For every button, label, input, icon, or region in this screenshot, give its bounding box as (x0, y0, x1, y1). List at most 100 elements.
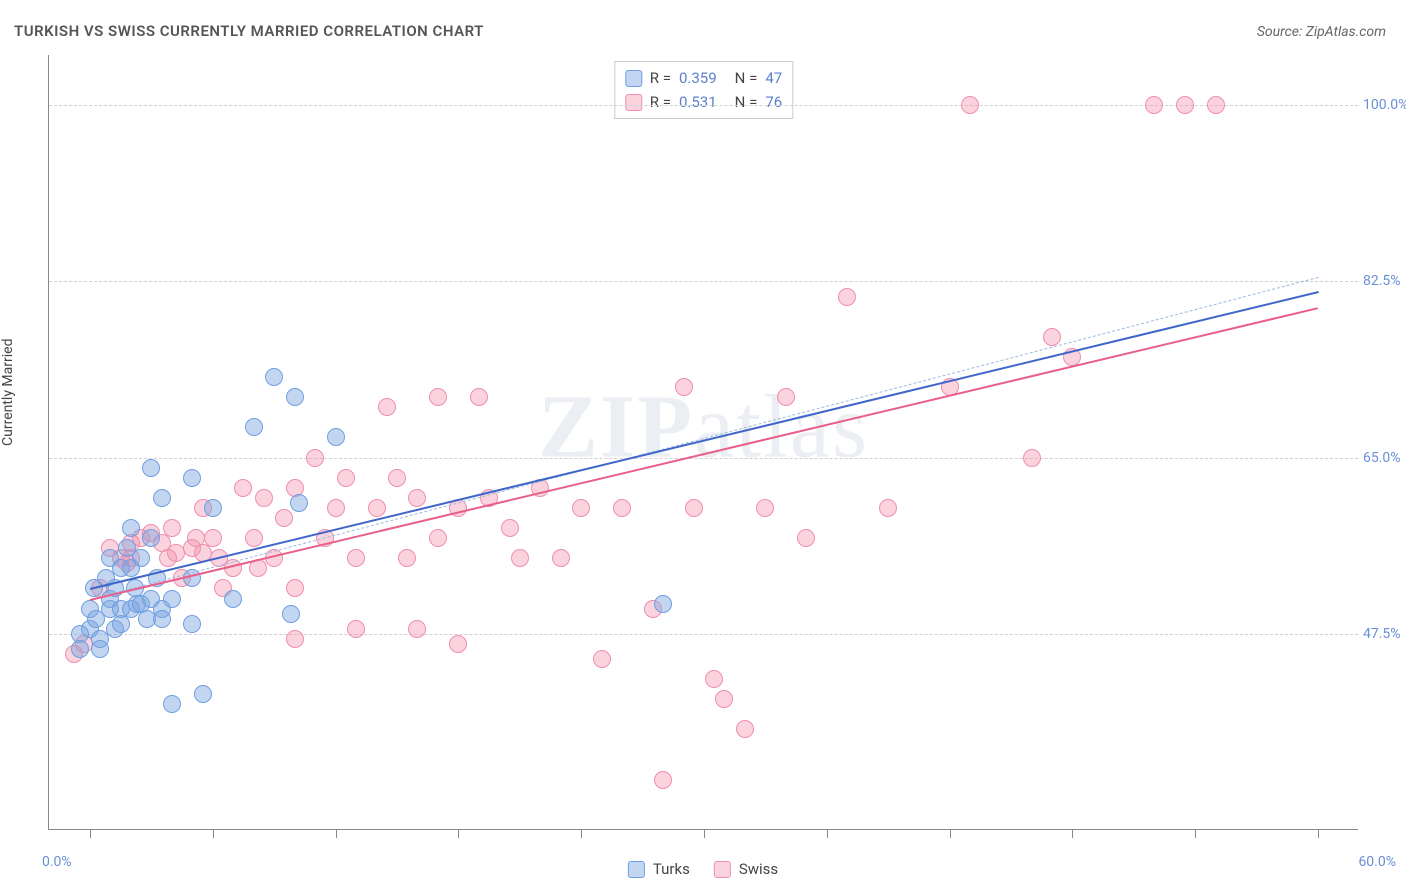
data-point-swiss (429, 529, 447, 547)
n-value-swiss: 76 (765, 90, 782, 114)
series-legend: Turks Swiss (628, 860, 778, 878)
data-point-turks (290, 494, 308, 512)
data-point-swiss (777, 388, 795, 406)
x-tick (336, 829, 337, 838)
trend-line (90, 276, 1318, 599)
data-point-swiss (398, 549, 416, 567)
r-value-swiss: 0.531 (679, 90, 717, 114)
gridline (49, 281, 1358, 282)
legend-label-turks: Turks (653, 860, 690, 878)
y-axis-label: Currently Married (0, 339, 16, 446)
data-point-swiss (1023, 449, 1041, 467)
x-tick (90, 829, 91, 838)
data-point-turks (163, 590, 181, 608)
y-tick-label: 82.5% (1363, 273, 1406, 289)
data-point-swiss (572, 499, 590, 517)
data-point-turks (71, 640, 89, 658)
data-point-turks (282, 605, 300, 623)
data-point-swiss (797, 529, 815, 547)
data-point-swiss (163, 519, 181, 537)
data-point-swiss (388, 469, 406, 487)
data-point-swiss (429, 388, 447, 406)
y-tick-label: 47.5% (1363, 626, 1406, 642)
n-value-turks: 47 (765, 66, 782, 90)
data-point-swiss (286, 579, 304, 597)
x-tick (950, 829, 951, 838)
data-point-turks (654, 595, 672, 613)
swatch-swiss-icon (625, 94, 642, 111)
data-point-swiss (306, 449, 324, 467)
data-point-swiss (1207, 96, 1225, 114)
data-point-turks (204, 499, 222, 517)
data-point-swiss (685, 499, 703, 517)
data-point-swiss (593, 650, 611, 668)
x-tick (458, 829, 459, 838)
data-point-turks (163, 695, 181, 713)
y-tick-label: 65.0% (1363, 450, 1406, 466)
gridline (49, 634, 1358, 635)
data-point-turks (265, 368, 283, 386)
x-axis-start-label: 0.0% (42, 854, 72, 870)
swatch-swiss-icon (714, 861, 731, 878)
data-point-swiss (756, 499, 774, 517)
data-point-swiss (675, 378, 693, 396)
data-point-swiss (347, 549, 365, 567)
data-point-swiss (1176, 96, 1194, 114)
r-value-turks: 0.359 (679, 66, 717, 90)
data-point-turks (112, 615, 130, 633)
plot-area: ZIPatlas R = 0.359 N = 47 R = 0.531 N = … (48, 55, 1358, 830)
data-point-turks (122, 519, 140, 537)
gridline (49, 458, 1358, 459)
data-point-turks (142, 459, 160, 477)
data-point-swiss (347, 620, 365, 638)
data-point-turks (142, 529, 160, 547)
data-point-swiss (654, 771, 672, 789)
data-point-turks (183, 469, 201, 487)
x-tick (704, 829, 705, 838)
data-point-swiss (961, 96, 979, 114)
data-point-turks (245, 418, 263, 436)
data-point-swiss (449, 635, 467, 653)
data-point-turks (224, 590, 242, 608)
data-point-swiss (1043, 328, 1061, 346)
data-point-turks (327, 428, 345, 446)
x-tick (1195, 829, 1196, 838)
legend-item-turks: Turks (628, 860, 690, 878)
data-point-swiss (715, 690, 733, 708)
data-point-turks (91, 640, 109, 658)
data-point-swiss (511, 549, 529, 567)
data-point-swiss (501, 519, 519, 537)
data-point-turks (132, 549, 150, 567)
chart-title: TURKISH VS SWISS CURRENTLY MARRIED CORRE… (14, 22, 484, 40)
data-point-swiss (368, 499, 386, 517)
data-point-swiss (705, 670, 723, 688)
data-point-swiss (255, 489, 273, 507)
data-point-swiss (286, 630, 304, 648)
data-point-swiss (275, 509, 293, 527)
stats-row-swiss: R = 0.531 N = 76 (625, 90, 782, 114)
data-point-swiss (167, 544, 185, 562)
data-point-turks (153, 489, 171, 507)
data-point-turks (153, 610, 171, 628)
swatch-turks-icon (628, 861, 645, 878)
stats-row-turks: R = 0.359 N = 47 (625, 66, 782, 90)
x-tick (581, 829, 582, 838)
data-point-swiss (327, 499, 345, 517)
y-tick-label: 100.0% (1363, 97, 1406, 113)
source-label: Source: ZipAtlas.com (1257, 24, 1386, 40)
x-tick (213, 829, 214, 838)
data-point-swiss (613, 499, 631, 517)
data-point-swiss (1145, 96, 1163, 114)
swatch-turks-icon (625, 70, 642, 87)
data-point-turks (286, 388, 304, 406)
data-point-swiss (408, 620, 426, 638)
data-point-turks (183, 615, 201, 633)
data-point-turks (194, 685, 212, 703)
data-point-swiss (204, 529, 222, 547)
data-point-swiss (552, 549, 570, 567)
legend-item-swiss: Swiss (714, 860, 778, 878)
x-axis-end-label: 60.0% (1358, 854, 1396, 870)
data-point-swiss (470, 388, 488, 406)
data-point-swiss (378, 398, 396, 416)
trend-line (90, 307, 1319, 601)
